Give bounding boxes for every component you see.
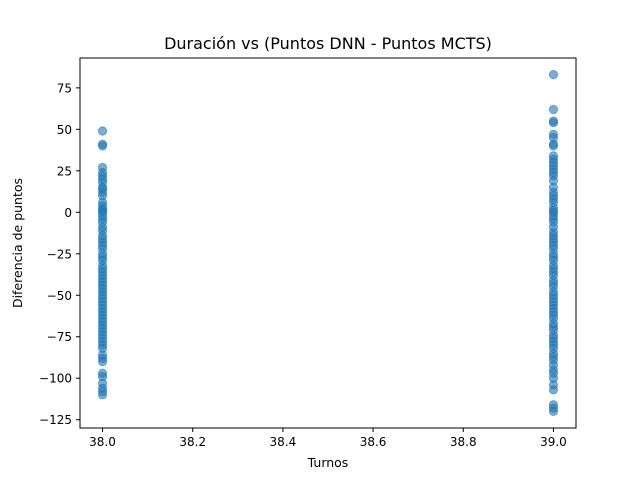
y-tick-label: −50 [47, 289, 72, 303]
data-point [548, 141, 559, 151]
points-layer [97, 69, 559, 417]
y-tick-label: 25 [57, 164, 72, 178]
y-tick-label: −125 [39, 413, 72, 427]
x-tick-label: 38.0 [89, 435, 116, 449]
data-point [548, 104, 559, 115]
y-axis-label: Diferencia de puntos [10, 178, 25, 308]
x-axis: 38.0 38.2 38.4 38.6 38.8 39.0 [89, 428, 567, 449]
data-point [548, 118, 559, 128]
y-tick-label: −25 [47, 247, 72, 261]
x-tick-label: 38.6 [360, 435, 387, 449]
y-tick-label: −100 [39, 372, 72, 386]
y-axis: 75 50 25 0 −25 −50 −75 −100 −125 [39, 81, 80, 427]
x-tick-label: 39.0 [540, 435, 567, 449]
plot-area [79, 57, 577, 429]
data-point [548, 385, 559, 395]
x-tick-label: 38.2 [179, 435, 206, 449]
data-point [548, 69, 559, 80]
x-tick-label: 38.8 [450, 435, 477, 449]
y-tick-label: 50 [57, 123, 72, 137]
y-tick-label: 75 [57, 81, 72, 95]
data-point [97, 357, 108, 367]
x-tick-label: 38.4 [270, 435, 297, 449]
chart-title: Duración vs (Puntos DNN - Puntos MCTS) [164, 34, 492, 53]
y-tick-label: −75 [47, 330, 72, 344]
data-point [548, 406, 559, 417]
data-point [97, 126, 108, 136]
x-axis-label: Turnos [307, 455, 349, 470]
data-point [97, 141, 108, 151]
y-tick-label: 0 [64, 206, 72, 220]
data-point [97, 390, 108, 400]
